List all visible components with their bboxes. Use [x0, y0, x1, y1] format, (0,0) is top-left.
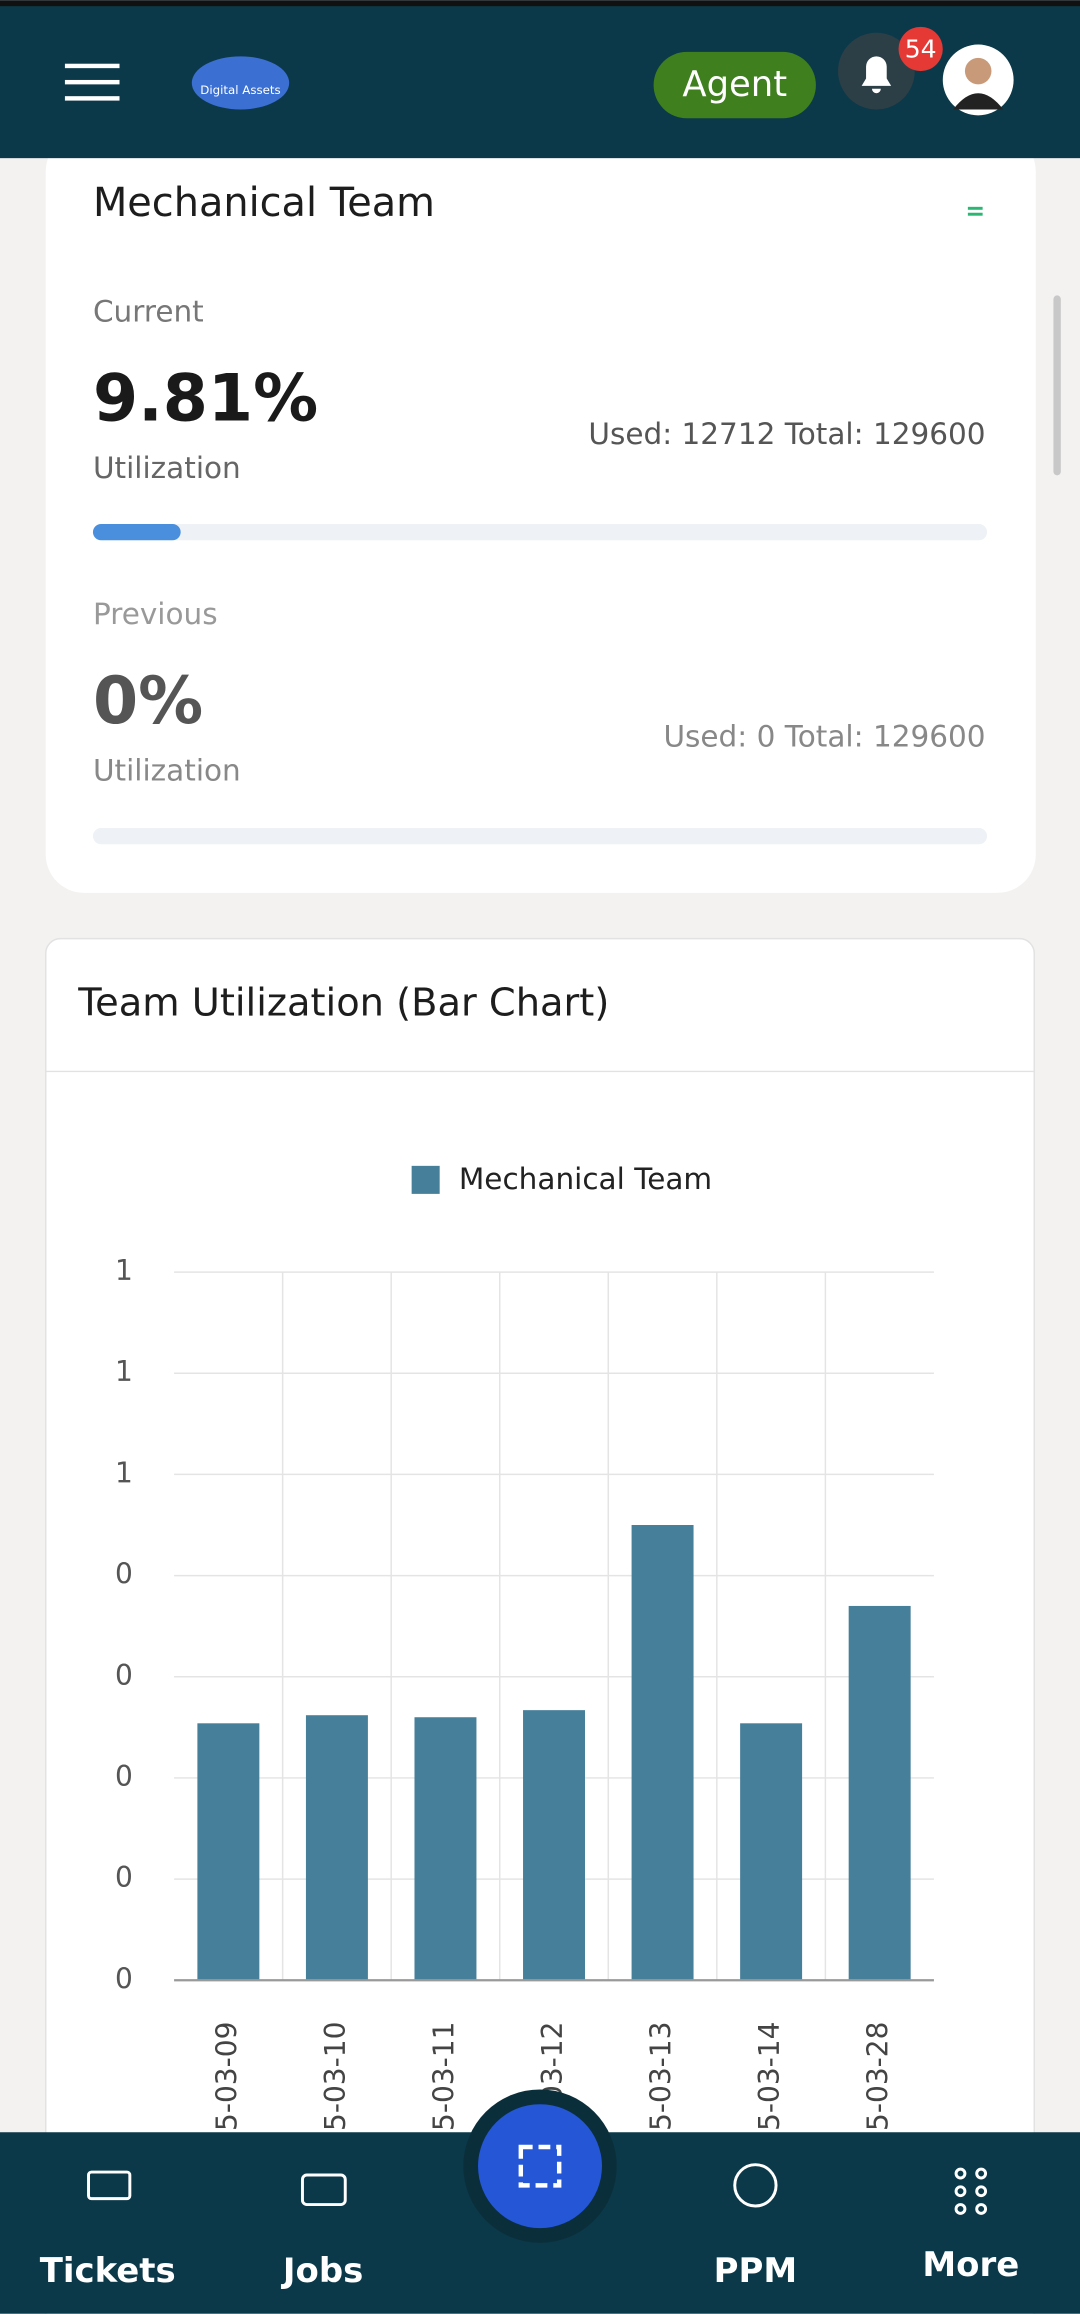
tickets-icon	[87, 2170, 132, 2201]
status-bar	[0, 0, 1080, 7]
avatar-face	[964, 57, 992, 85]
x-tick-label: 5-03-11	[427, 2022, 460, 2131]
previous-caption: Utilization	[93, 753, 241, 787]
bar	[848, 1605, 911, 1981]
qr-icon	[518, 2144, 562, 2188]
legend-swatch	[411, 1165, 440, 1194]
bar	[197, 1723, 260, 1981]
nav-label: More	[922, 2246, 1019, 2285]
card-title: Mechanical Team	[93, 180, 435, 226]
current-usage: Used: 12712 Total: 129600	[588, 417, 985, 451]
menu-line	[64, 79, 120, 85]
nav-ppm[interactable]: PPM	[714, 2163, 797, 2291]
dot	[954, 2167, 967, 2180]
bell-icon	[861, 56, 892, 94]
x-tick-label: 5-03-09	[210, 2022, 243, 2131]
previous-usage: Used: 0 Total: 129600	[663, 719, 985, 753]
bar	[631, 1525, 694, 1981]
scrollbar	[1053, 295, 1061, 476]
y-tick-label: 0	[115, 1659, 133, 1692]
header	[0, 0, 1080, 159]
notification-badge	[898, 26, 943, 72]
current-value: 9.81%	[93, 362, 318, 437]
dot	[975, 2167, 988, 2180]
x-tick-label: 5-03-13	[645, 2022, 678, 2131]
legend-label: Mechanical Team	[459, 1162, 712, 1196]
ppm-icon	[733, 2163, 778, 2208]
menu-mark[interactable]	[967, 212, 983, 216]
nav-label: PPM	[714, 2252, 797, 2291]
nav-label: Jobs	[281, 2252, 363, 2291]
y-tick-label: 0	[115, 1558, 133, 1591]
notification-count: 54	[905, 34, 937, 63]
chart-title: Team Utilization (Bar Chart)	[77, 981, 609, 1026]
previous-label: Previous	[93, 597, 218, 631]
progress-bar	[92, 524, 181, 541]
chart: 0 0 0 0 0 1 1 1 Mechanical Team 5-03-09 5-03-10 5-0…	[115, 1162, 934, 2131]
nav-jobs[interactable]: Jobs	[281, 2173, 363, 2291]
nav-tickets[interactable]: Tickets	[40, 2170, 176, 2291]
progress-track	[92, 524, 988, 541]
nav-label: Tickets	[40, 2252, 176, 2291]
bar	[305, 1715, 368, 1981]
dot	[954, 2203, 967, 2215]
x-tick-label: 5-03-14	[753, 2022, 786, 2131]
avatar-body	[953, 93, 1004, 110]
nav-more[interactable]: More	[922, 2167, 1019, 2285]
menu-button[interactable]	[64, 63, 120, 101]
dot	[954, 2185, 967, 2198]
previous-value: 0%	[93, 664, 203, 739]
y-tick-label: 0	[115, 1760, 133, 1793]
y-tick-label: 1	[115, 1355, 133, 1388]
jobs-icon	[300, 2173, 347, 2207]
role-badge[interactable]	[653, 51, 816, 119]
bar	[414, 1717, 477, 1981]
y-tick-label: 0	[115, 1861, 133, 1894]
dot	[975, 2203, 988, 2215]
current-caption: Utilization	[93, 451, 241, 485]
bar	[523, 1710, 585, 1981]
bar	[740, 1723, 803, 1981]
logo-text: Digital Assets	[200, 83, 280, 97]
logo[interactable]	[191, 56, 290, 110]
y-tick-label: 1	[115, 1254, 133, 1287]
y-tick-label: 1	[115, 1456, 133, 1489]
menu-line	[64, 63, 120, 69]
dot	[975, 2185, 988, 2198]
menu-line	[64, 96, 120, 101]
menu-mark[interactable]	[967, 206, 983, 210]
x-tick-label: 5-03-28	[862, 2022, 895, 2131]
progress-track	[92, 827, 988, 845]
x-tick-label: 5-03-10	[319, 2022, 352, 2131]
role: Agent	[682, 64, 787, 105]
scan-button[interactable]	[478, 2104, 602, 2229]
utilization-card	[45, 133, 1036, 893]
current-label: Current	[93, 295, 204, 329]
y-tick-label: 0	[115, 1962, 133, 1995]
